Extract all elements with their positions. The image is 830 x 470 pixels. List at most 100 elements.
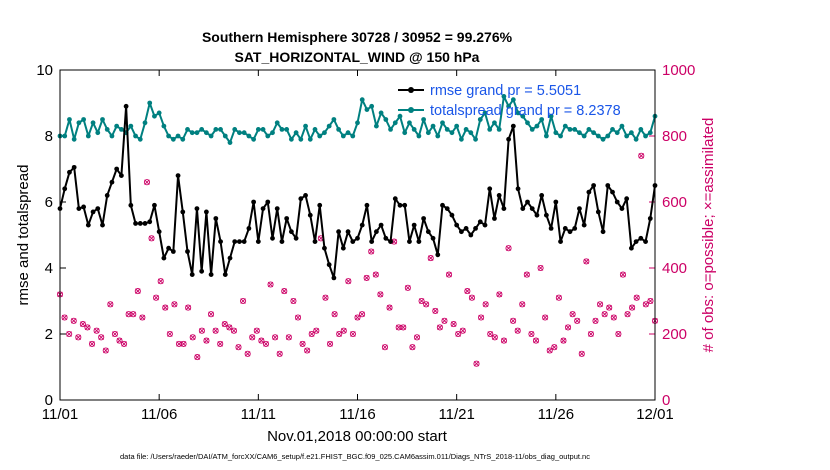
obs-assimilated-marker xyxy=(93,327,100,334)
obs-possible-marker xyxy=(198,327,205,334)
obs-assimilated-marker xyxy=(638,153,644,159)
spread-point xyxy=(496,126,502,132)
obs-possible-marker xyxy=(537,264,544,272)
rmse-point xyxy=(293,235,299,241)
obs-assimilated-marker xyxy=(217,341,223,347)
rmse-point xyxy=(213,216,219,221)
spread-point xyxy=(463,126,469,132)
spread-point xyxy=(647,130,653,136)
rmse-point xyxy=(170,249,176,254)
spread-point xyxy=(440,120,445,126)
rmse-point xyxy=(161,255,167,261)
spread-point xyxy=(137,136,143,142)
obs-possible-marker xyxy=(258,337,265,344)
x-tick-label: 11/06 xyxy=(141,406,177,423)
obs-possible-marker xyxy=(61,314,68,321)
spread-point xyxy=(416,133,422,139)
obs-assimilated-marker xyxy=(409,344,416,350)
obs-possible-marker xyxy=(468,294,475,301)
obs-assimilated-marker xyxy=(89,341,95,347)
obs-possible-marker xyxy=(162,304,169,311)
spread-point xyxy=(492,120,497,126)
spread-point xyxy=(293,130,299,136)
rmse-point xyxy=(548,226,554,231)
obs-possible-marker xyxy=(322,294,329,301)
rmse-point xyxy=(123,103,129,109)
obs-possible-marker xyxy=(240,297,247,305)
obs-assimilated-marker xyxy=(304,347,310,354)
rmse-point xyxy=(510,123,516,129)
obs-assimilated-marker xyxy=(428,255,434,261)
rmse-point xyxy=(71,164,77,170)
spread-point xyxy=(246,133,252,139)
rmse-point xyxy=(270,235,275,241)
obs-possible-marker xyxy=(194,354,201,361)
obs-assimilated-marker xyxy=(473,360,480,367)
rmse-point xyxy=(624,196,630,202)
obs-assimilated-marker xyxy=(345,278,352,284)
spread-point xyxy=(539,117,545,122)
rmse-point xyxy=(496,193,502,198)
rmse-point xyxy=(109,179,115,185)
rmse-point xyxy=(142,221,148,226)
rmse-point xyxy=(454,222,460,228)
spread-point xyxy=(104,126,110,132)
spread-point xyxy=(336,126,342,132)
spread-point xyxy=(600,136,606,142)
obs-assimilated-marker xyxy=(377,291,384,298)
y-tick-label: 6 xyxy=(45,194,53,211)
spread-point xyxy=(156,110,162,116)
obs-possible-marker xyxy=(519,301,526,308)
rmse-point xyxy=(558,239,563,245)
spread-point xyxy=(133,133,138,139)
obs-assimilated-marker xyxy=(606,304,612,311)
rmse-point xyxy=(553,199,559,205)
obs-assimilated-marker xyxy=(450,321,457,327)
obs-assimilated-marker xyxy=(222,321,228,327)
rmse-point xyxy=(430,235,436,241)
obs-assimilated-marker xyxy=(469,294,475,301)
obs-assimilated-marker xyxy=(176,341,182,347)
spread-point xyxy=(421,117,427,122)
obs-possible-marker xyxy=(226,324,233,331)
spread-point xyxy=(572,126,578,132)
rmse-point xyxy=(619,206,625,212)
spread-point xyxy=(71,136,77,142)
spread-point xyxy=(317,133,323,139)
obs-possible-marker xyxy=(478,314,485,321)
rmse-point xyxy=(520,206,526,212)
rmse-point xyxy=(322,245,327,251)
spread-point xyxy=(288,136,294,142)
obs-possible-marker xyxy=(130,311,137,318)
obs-possible-marker xyxy=(597,301,604,308)
rmse-point xyxy=(492,216,497,221)
spread-point xyxy=(638,126,644,132)
spread-point xyxy=(279,126,285,132)
spread-point xyxy=(454,123,460,129)
obs-possible-marker xyxy=(546,347,553,354)
obs-possible-marker xyxy=(79,321,86,328)
obs-possible-marker xyxy=(88,340,96,347)
spread-point xyxy=(331,117,337,122)
spread-point xyxy=(402,130,408,136)
obs-assimilated-marker xyxy=(386,304,393,311)
obs-possible-marker xyxy=(436,324,443,331)
spread-point xyxy=(274,120,280,126)
rmse-point xyxy=(118,173,124,179)
rmse-point xyxy=(203,209,209,215)
obs-possible-marker xyxy=(619,271,627,278)
rmse-point xyxy=(298,196,304,202)
obs-possible-marker xyxy=(491,334,498,341)
rmse-point xyxy=(152,202,157,208)
obs-possible-marker xyxy=(496,291,503,298)
obs-possible-marker xyxy=(400,324,407,331)
rmse-point xyxy=(444,206,450,212)
obs-assimilated-marker xyxy=(432,308,439,314)
spread-point xyxy=(227,140,233,146)
obs-assimilated-marker xyxy=(157,278,164,284)
obs-assimilated-marker xyxy=(272,334,278,341)
rmse-point xyxy=(147,219,153,225)
obs-possible-marker xyxy=(166,330,173,338)
obs-possible-marker xyxy=(445,271,453,278)
obs-possible-marker xyxy=(560,337,567,344)
